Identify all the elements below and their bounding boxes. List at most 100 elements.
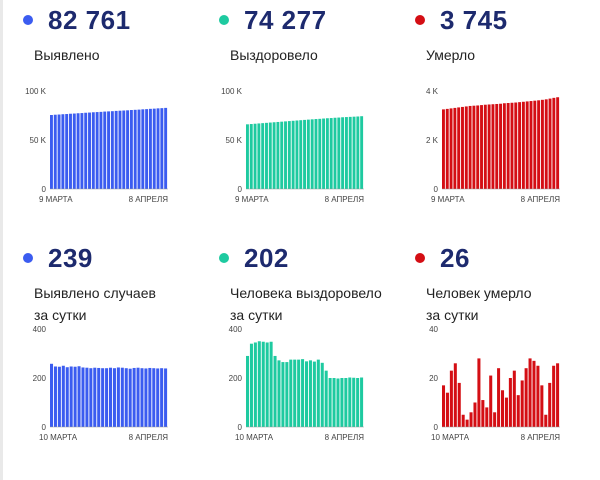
panel-detected-daily: 239 Выявлено случаев за сутки 400 200 0 10 МАР…	[20, 238, 200, 470]
bar	[442, 385, 446, 427]
bar	[269, 341, 273, 427]
stat-label: Выявлено	[34, 44, 100, 66]
bar	[472, 105, 476, 189]
x-start-label: 10 МАРТА	[39, 433, 78, 442]
bar	[140, 368, 144, 427]
bar	[305, 361, 309, 427]
bar	[53, 114, 57, 189]
bar	[261, 123, 265, 189]
bar	[344, 117, 348, 189]
bar	[301, 359, 305, 427]
bar	[109, 367, 113, 427]
x-start-label: 9 МАРТА	[235, 195, 269, 204]
bar	[148, 367, 152, 427]
bar-chart: 40 20 010 МАРТА 8 АПРЕЛЯ	[429, 325, 561, 442]
series-dot-icon	[415, 253, 425, 263]
bar	[141, 109, 145, 189]
bar	[118, 110, 122, 189]
bar	[276, 121, 280, 189]
bar	[61, 365, 65, 427]
bar	[164, 368, 168, 427]
bar	[249, 124, 253, 189]
stat-label-line: Человека выздоровело	[230, 285, 382, 301]
bar	[97, 367, 101, 427]
bar	[493, 412, 497, 427]
bar	[329, 118, 333, 189]
bar	[65, 367, 69, 427]
bar	[57, 114, 61, 189]
bar	[487, 104, 491, 189]
bar	[324, 370, 328, 427]
y-tick-label: 0	[42, 185, 47, 194]
stat-value: 202	[244, 242, 289, 273]
bar	[291, 120, 295, 189]
bar	[310, 119, 314, 189]
bar	[152, 108, 156, 189]
bar	[299, 120, 303, 189]
bar	[453, 363, 457, 427]
panel-recovered-daily: 202 Человека выздоровело за сутки 400 200 0 10…	[216, 238, 396, 470]
bar	[360, 116, 364, 189]
x-end-label: 8 АПРЕЛЯ	[325, 195, 365, 204]
series-dot-icon	[219, 15, 229, 25]
stat-label-line: Человек умерло	[426, 285, 532, 301]
bar	[445, 108, 449, 189]
bar	[73, 366, 77, 427]
bar	[164, 107, 168, 189]
panel-deaths-daily: 26 Человек умерло за сутки 40 20 0 10 МАРТА 8 А…	[412, 238, 592, 470]
bar	[468, 105, 472, 189]
bar	[50, 363, 54, 427]
bar	[265, 122, 268, 189]
bar	[516, 395, 520, 427]
bar	[69, 366, 73, 427]
bar	[469, 412, 473, 427]
bar	[156, 368, 160, 427]
bar	[548, 98, 552, 189]
left-edge-divider	[0, 0, 3, 480]
bar	[556, 97, 560, 189]
bar	[506, 103, 510, 189]
stat-label-line: за сутки	[426, 307, 479, 323]
bar	[332, 378, 336, 427]
stat-row: 82 761	[20, 0, 131, 40]
bar	[69, 113, 72, 189]
bar	[246, 355, 250, 427]
bar	[120, 367, 124, 427]
y-tick-label: 50 K	[226, 136, 243, 145]
bar	[273, 355, 277, 427]
series-dot-icon	[415, 15, 425, 25]
stat-row: 239	[20, 238, 93, 278]
bar	[449, 370, 453, 427]
series-dot-icon	[23, 15, 33, 25]
bar	[521, 101, 525, 189]
bar	[280, 121, 284, 189]
bar	[312, 361, 316, 427]
bar-chart: 4 K 2 K 09 МАРТА 8 АПРЕЛЯ	[426, 87, 560, 204]
bar	[504, 397, 508, 427]
stat-row: 74 277	[216, 0, 327, 40]
bar	[128, 368, 132, 427]
bar	[112, 368, 116, 427]
bar	[510, 102, 514, 189]
bar	[333, 117, 337, 189]
bar-chart: 400 200 010 МАРТА 8 АПРЕЛЯ	[229, 325, 365, 442]
stat-label-line: Выздоровело	[230, 47, 318, 63]
x-end-label: 8 АПРЕЛЯ	[521, 433, 561, 442]
bar	[525, 101, 529, 189]
bar	[103, 111, 107, 189]
stat-label: Человек умерло за сутки	[426, 282, 532, 326]
bar	[265, 342, 269, 427]
bar	[352, 377, 356, 427]
series-dot-icon	[219, 253, 229, 263]
bar	[72, 113, 76, 189]
bar	[473, 402, 477, 427]
bar	[261, 341, 265, 427]
bar	[316, 359, 320, 427]
bar	[336, 378, 340, 427]
bar	[152, 368, 156, 427]
x-end-label: 8 АПРЕЛЯ	[129, 195, 169, 204]
y-tick-label: 0	[238, 185, 243, 194]
bar	[445, 392, 449, 427]
bar	[253, 342, 257, 427]
bar	[480, 105, 483, 189]
